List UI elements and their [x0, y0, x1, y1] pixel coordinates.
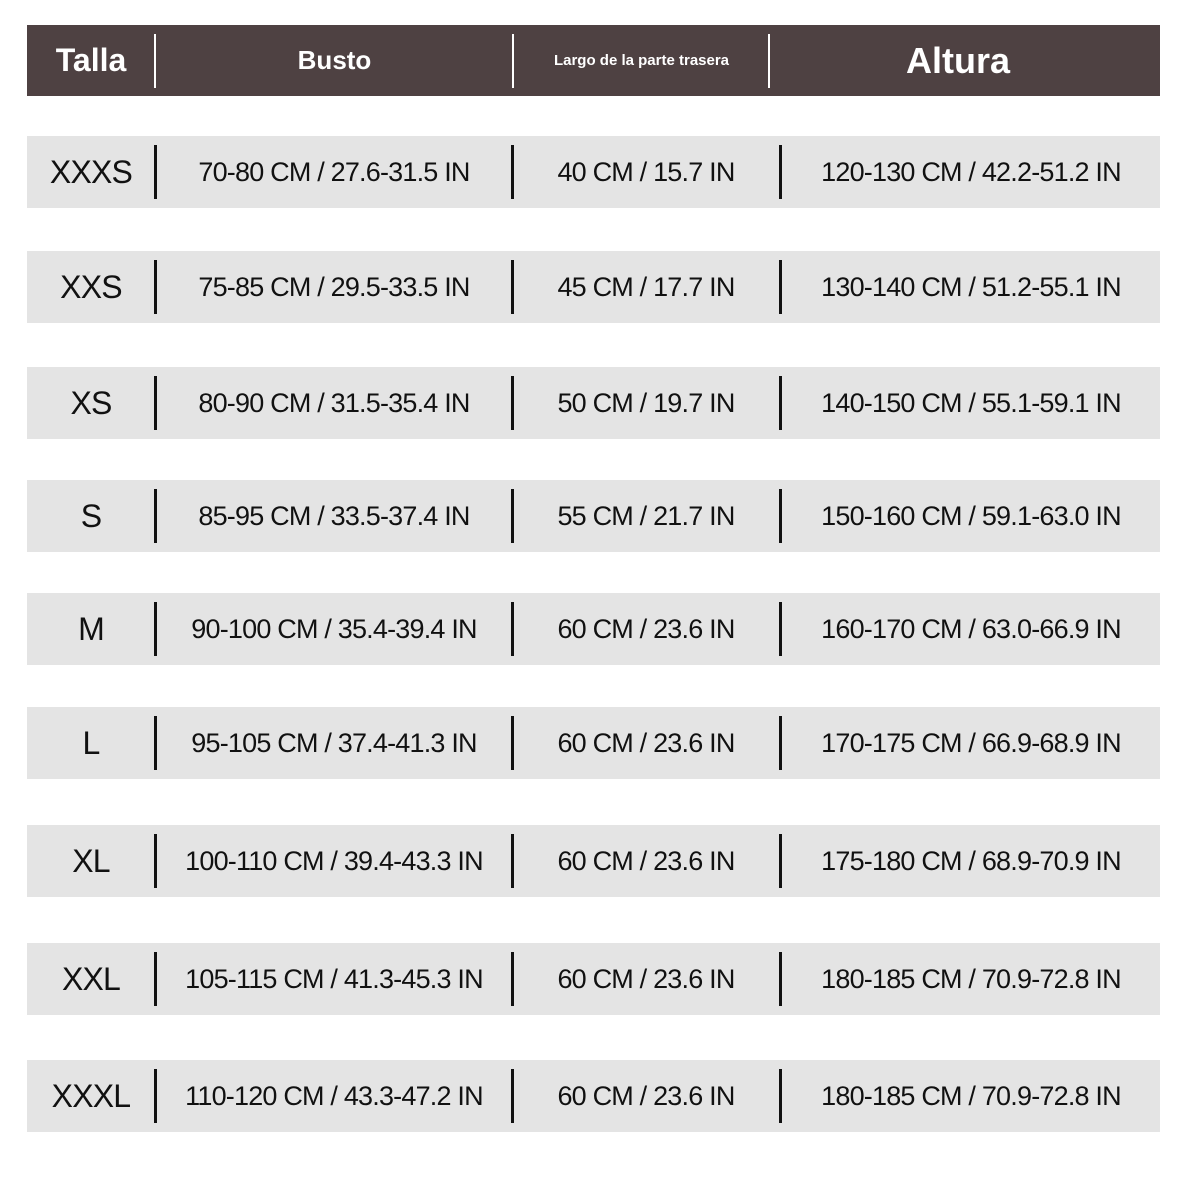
divider [154, 260, 157, 314]
cell-largo: 45 CM / 17.7 IN [557, 271, 735, 302]
divider [512, 34, 514, 88]
divider [779, 1069, 782, 1123]
cell-busto: 90-100 CM / 35.4-39.4 IN [191, 613, 477, 644]
divider [511, 834, 514, 888]
cell-altura: 130-140 CM / 51.2-55.1 IN [821, 271, 1121, 302]
divider [511, 602, 514, 656]
cell-largo: 60 CM / 23.6 IN [557, 845, 735, 876]
divider [511, 489, 514, 543]
table-row: XXXS 70-80 CM / 27.6-31.5 IN 40 CM / 15.… [27, 136, 1160, 208]
cell-talla: XS [70, 384, 112, 421]
table-row: XL 100-110 CM / 39.4-43.3 IN 60 CM / 23.… [27, 825, 1160, 897]
cell-altura: 175-180 CM / 68.9-70.9 IN [821, 845, 1121, 876]
table-row: XS 80-90 CM / 31.5-35.4 IN 50 CM / 19.7 … [27, 367, 1160, 439]
cell-altura: 180-185 CM / 70.9-72.8 IN [821, 963, 1121, 994]
cell-altura: 140-150 CM / 55.1-59.1 IN [821, 387, 1121, 418]
cell-busto: 110-120 CM / 43.3-47.2 IN [185, 1080, 483, 1111]
header-busto: Busto [297, 45, 372, 75]
cell-talla: XXXL [51, 1077, 131, 1114]
divider [779, 376, 782, 430]
cell-talla: XXXS [49, 153, 133, 190]
cell-largo: 55 CM / 21.7 IN [557, 500, 735, 531]
table-row: XXL 105-115 CM / 41.3-45.3 IN 60 CM / 23… [27, 943, 1160, 1015]
cell-altura: 180-185 CM / 70.9-72.8 IN [821, 1080, 1121, 1111]
divider [779, 952, 782, 1006]
table-row: XXS 75-85 CM / 29.5-33.5 IN 45 CM / 17.7… [27, 251, 1160, 323]
divider [154, 489, 157, 543]
cell-busto: 85-95 CM / 33.5-37.4 IN [198, 500, 470, 531]
divider [511, 145, 514, 199]
table-header: Talla Busto Largo de la parte trasera Al… [27, 25, 1160, 96]
divider [779, 834, 782, 888]
cell-busto: 95-105 CM / 37.4-41.3 IN [191, 727, 477, 758]
divider [154, 834, 157, 888]
table-row: M 90-100 CM / 35.4-39.4 IN 60 CM / 23.6 … [27, 593, 1160, 665]
divider [511, 1069, 514, 1123]
cell-largo: 60 CM / 23.6 IN [557, 727, 735, 758]
divider [154, 952, 157, 1006]
cell-talla: XL [72, 842, 110, 879]
divider [511, 716, 514, 770]
cell-altura: 120-130 CM / 42.2-51.2 IN [821, 156, 1121, 187]
divider [154, 602, 157, 656]
divider [779, 716, 782, 770]
cell-busto: 105-115 CM / 41.3-45.3 IN [185, 963, 483, 994]
divider [154, 145, 157, 199]
cell-largo: 40 CM / 15.7 IN [557, 156, 735, 187]
cell-talla: S [80, 497, 102, 534]
cell-largo: 50 CM / 19.7 IN [557, 387, 735, 418]
cell-talla: XXS [60, 268, 122, 305]
cell-largo: 60 CM / 23.6 IN [557, 963, 735, 994]
divider [779, 489, 782, 543]
cell-altura: 160-170 CM / 63.0-66.9 IN [821, 613, 1121, 644]
cell-busto: 100-110 CM / 39.4-43.3 IN [185, 845, 483, 876]
table-row: XXXL 110-120 CM / 43.3-47.2 IN 60 CM / 2… [27, 1060, 1160, 1132]
cell-talla: M [78, 610, 105, 647]
divider [154, 376, 157, 430]
cell-busto: 75-85 CM / 29.5-33.5 IN [198, 271, 470, 302]
divider [768, 34, 770, 88]
divider [154, 1069, 157, 1123]
header-talla: Talla [55, 42, 127, 78]
table-row: S 85-95 CM / 33.5-37.4 IN 55 CM / 21.7 I… [27, 480, 1160, 552]
header-largo: Largo de la parte trasera [553, 52, 730, 69]
cell-busto: 80-90 CM / 31.5-35.4 IN [198, 387, 470, 418]
divider [154, 34, 156, 88]
cell-altura: 150-160 CM / 59.1-63.0 IN [821, 500, 1121, 531]
cell-talla: XXL [61, 960, 121, 997]
table-row: L 95-105 CM / 37.4-41.3 IN 60 CM / 23.6 … [27, 707, 1160, 779]
divider [779, 260, 782, 314]
divider [511, 952, 514, 1006]
divider [511, 260, 514, 314]
cell-largo: 60 CM / 23.6 IN [557, 1080, 735, 1111]
cell-largo: 60 CM / 23.6 IN [557, 613, 735, 644]
divider [779, 602, 782, 656]
cell-altura: 170-175 CM / 66.9-68.9 IN [821, 727, 1121, 758]
divider [779, 145, 782, 199]
header-altura: Altura [905, 39, 1010, 81]
divider [511, 376, 514, 430]
cell-talla: L [82, 724, 101, 761]
divider [154, 716, 157, 770]
cell-busto: 70-80 CM / 27.6-31.5 IN [198, 156, 470, 187]
